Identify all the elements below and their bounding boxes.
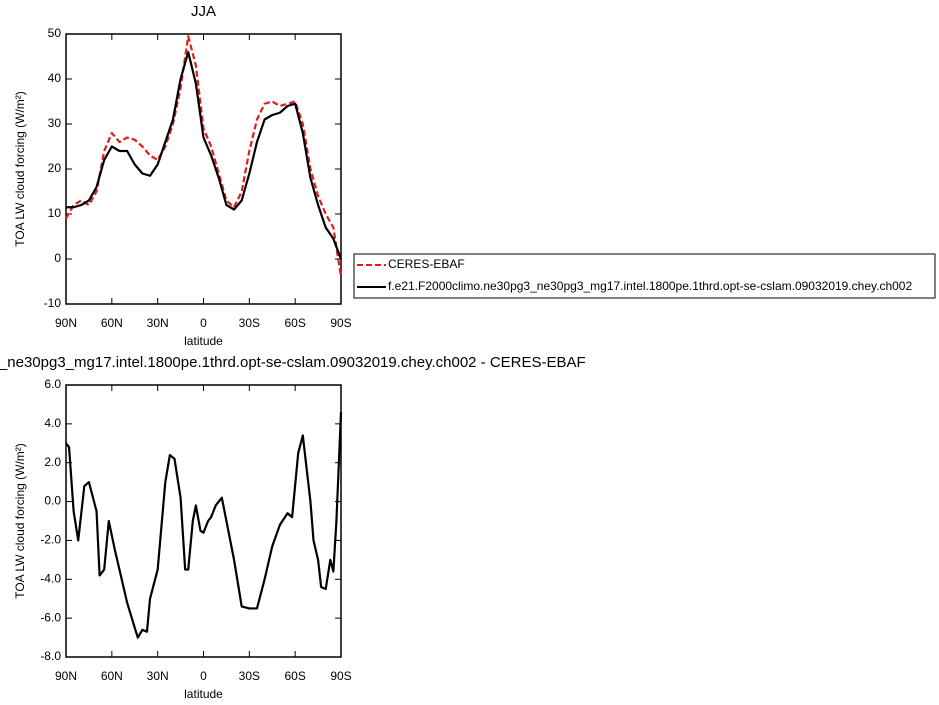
- x-tick-label: 60S: [284, 316, 305, 330]
- plot-frame: [65, 33, 342, 305]
- y-tick-label: 10: [48, 206, 62, 220]
- x-tick-label: 90S: [330, 316, 351, 330]
- y-tick-label: 30: [48, 116, 62, 130]
- y-tick-label: 0.0: [44, 494, 61, 508]
- x-tick-label: 90N: [55, 316, 77, 330]
- y-tick-label: -10: [44, 296, 62, 310]
- x-tick-label: 60N: [101, 669, 123, 683]
- y-axis-label: TOA LW cloud forcing (W/m²): [13, 91, 27, 247]
- y-tick-label: -8.0: [40, 649, 61, 663]
- x-tick-label: 30S: [239, 316, 260, 330]
- y-axis-label: TOA LW cloud forcing (W/m²): [13, 443, 27, 599]
- y-tick-label: 50: [48, 26, 62, 40]
- plot-frame: [65, 384, 342, 658]
- chart-title: f.e21.F2000climo.ne30pg3_ne30pg3_mg17.in…: [0, 354, 586, 371]
- y-tick-label: 6.0: [44, 377, 61, 391]
- x-tick-label: 0: [200, 316, 207, 330]
- y-tick-label: 2.0: [44, 455, 61, 469]
- y-tick-label: -2.0: [40, 533, 61, 547]
- y-tick-label: 4.0: [44, 416, 61, 430]
- y-tick-label: 20: [48, 161, 62, 175]
- legend-label: CERES-EBAF: [388, 257, 465, 271]
- x-tick-label: 60N: [101, 316, 123, 330]
- x-tick-label: 90S: [330, 669, 351, 683]
- data-line: [66, 50, 343, 260]
- y-tick-label: 0: [54, 251, 61, 265]
- data-line: [65, 35, 343, 278]
- x-tick-label: 90N: [55, 669, 77, 683]
- chart-title: JJA: [191, 3, 216, 20]
- x-tick-label: 30S: [239, 669, 260, 683]
- y-tick-label: -6.0: [40, 610, 61, 624]
- x-axis-label: latitude: [184, 334, 223, 348]
- y-tick-label: -4.0: [40, 571, 61, 585]
- legend-box: [353, 253, 936, 299]
- x-tick-label: 0: [200, 669, 207, 683]
- legend-label: f.e21.F2000climo.ne30pg3_ne30pg3_mg17.in…: [388, 279, 912, 293]
- x-tick-label: 60S: [284, 669, 305, 683]
- data-line: [65, 412, 343, 639]
- x-axis-label: latitude: [184, 687, 223, 701]
- x-tick-label: 30N: [147, 316, 169, 330]
- y-tick-label: 40: [48, 71, 62, 85]
- x-tick-label: 30N: [147, 669, 169, 683]
